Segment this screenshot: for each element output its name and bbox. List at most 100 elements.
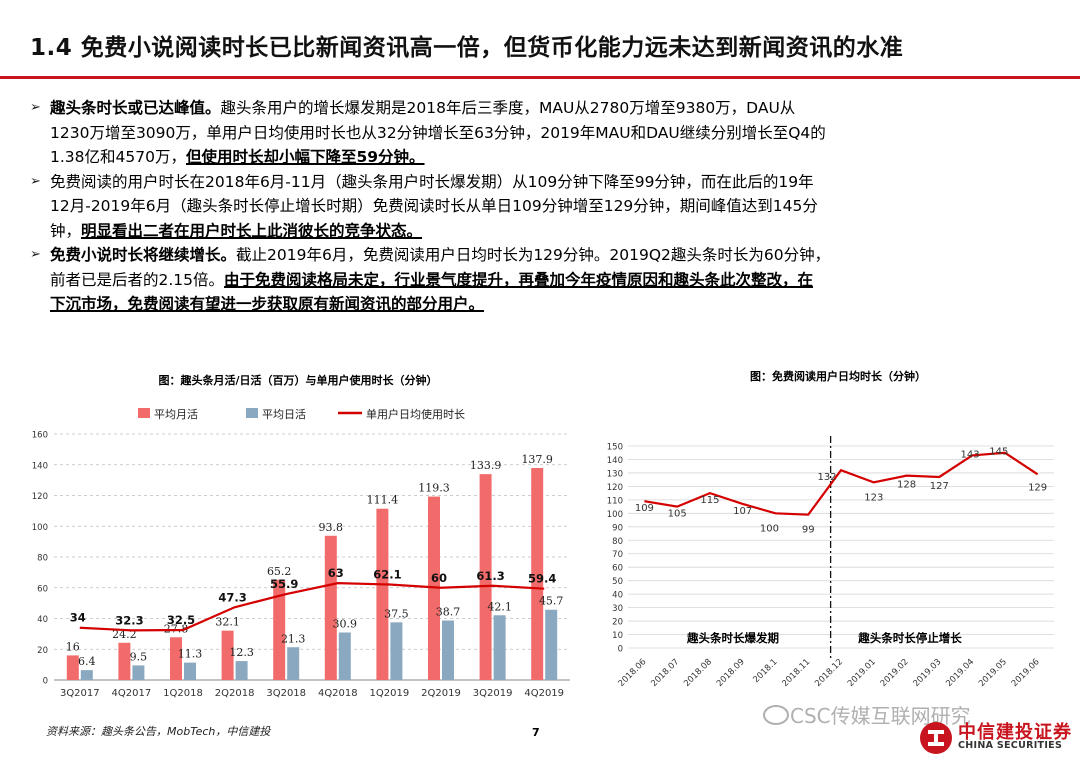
mau-bar — [66, 655, 79, 680]
csc-logo-icon — [920, 722, 952, 754]
duration-line — [644, 451, 1039, 516]
dau-bar — [287, 647, 300, 680]
quarterly-bar-line-chart: 图：趣头条月活/日活（百万）与单用户使用时长（分钟） 平均月活 平均日活 单用户日均使… — [32, 373, 570, 699]
dau-bar — [442, 620, 454, 680]
bullet-line: 下沉市场，免费阅读有望进一步获取原有新闻资讯的部分用户。 — [50, 292, 1058, 317]
daily-duration-line-chart: 图：免费阅读用户日均时长（分钟） 0 10 20 30 40 50 60 70 80 90 100 11… — [607, 369, 1054, 689]
dau-bar — [338, 632, 351, 680]
bullet-line: 免费小说时长将继续增长。截止2019年6月，免费阅读用户日均时长为129分钟。2… — [50, 243, 1058, 268]
point-value-label: 145 — [989, 447, 1008, 458]
y-tick-label: 80 — [37, 554, 48, 564]
duration-value-label: 34 — [70, 611, 86, 625]
x-tick-label: 2019.05 — [977, 657, 1009, 689]
dau-bar — [184, 662, 196, 680]
x-tick-label: 2018.12 — [813, 657, 845, 689]
x-tick-label: 2Q2018 — [215, 688, 255, 699]
bullet-item: ➢ 免费小说时长将继续增长。截止2019年6月，免费阅读用户日均时长为129分钟。… — [30, 243, 1058, 317]
x-tick-label: 2019.02 — [879, 657, 911, 689]
annotation-label: 趣头条时长爆发期 — [686, 631, 779, 645]
y-tick-label: 120 — [32, 492, 48, 502]
y-tick-label: 110 — [607, 496, 623, 506]
bullet-line: 1.38亿和4570万，但使用时长却小幅下降至59分钟。 — [50, 145, 1058, 170]
point-value-label: 100 — [760, 523, 779, 534]
duration-value-label: 32.3 — [115, 613, 143, 627]
point-value-label: 123 — [864, 492, 883, 503]
mau-value-label: 137.9 — [521, 453, 553, 466]
x-tick-label: 2019.01 — [846, 657, 878, 689]
bullet-text: 钟， — [50, 221, 82, 240]
bullet-item: ➢ 免费阅读的用户时长在2018年6月-11月（趣头条用户时长爆发期）从109分钟… — [30, 170, 1058, 244]
legend-label: 平均月活 — [154, 408, 198, 421]
legend-swatch — [138, 408, 150, 418]
dau-bar — [80, 670, 93, 680]
mau-bar — [170, 637, 182, 680]
y-tick-label: 60 — [37, 584, 48, 594]
mau-value-label: 27.8 — [164, 622, 189, 635]
x-tick-label: 4Q2018 — [318, 688, 358, 699]
point-value-label: 143 — [961, 449, 980, 460]
page-number: 7 — [532, 726, 540, 739]
x-tick-label: 4Q2017 — [112, 688, 152, 699]
mau-value-label: 32.1 — [215, 616, 240, 629]
point-value-label: 115 — [700, 495, 719, 506]
bullet-line: 钟，明显看出二者在用户时长上此消彼长的竞争状态。 — [50, 219, 1058, 244]
x-tick-label: 2018.11 — [780, 657, 812, 689]
x-tick-label: 2019.03 — [911, 657, 943, 689]
point-value-label: 105 — [668, 509, 687, 520]
bullet-list: ➢ 趣头条时长或已达峰值。趣头条用户的增长爆发期是2018年后三季度，MAU从27… — [30, 96, 1058, 317]
dau-bar — [493, 615, 506, 680]
bullet-text: 前者已是后者的2.15倍。 — [50, 270, 225, 289]
point-value-label: 99 — [802, 525, 815, 536]
y-tick-label: 120 — [607, 483, 623, 493]
dau-value-label: 37.5 — [384, 607, 409, 620]
duration-line — [79, 582, 545, 632]
y-tick-label: 80 — [612, 537, 623, 547]
x-tick-label: 1Q2019 — [370, 688, 410, 699]
x-tick-label: 2019.06 — [1010, 657, 1042, 689]
mau-value-label: 119.3 — [418, 482, 450, 495]
mau-value-label: 16 — [66, 640, 80, 653]
mau-value-label: 93.8 — [319, 521, 344, 534]
logo-en-text: CHINA SECURITIES — [958, 740, 1063, 751]
x-tick-label: 2018.09 — [715, 657, 747, 689]
y-tick-label: 60 — [612, 564, 623, 574]
x-tick-label: 2018.08 — [682, 657, 714, 689]
mau-bar — [376, 508, 389, 680]
dau-bar — [132, 665, 145, 680]
y-tick-label: 20 — [37, 646, 48, 656]
wechat-icon — [763, 705, 789, 725]
duration-value-label: 62.1 — [373, 568, 401, 582]
bullet-line: 免费阅读的用户时长在2018年6月-11月（趣头条用户时长爆发期）从109分钟下… — [50, 170, 1058, 195]
dau-value-label: 6.4 — [78, 655, 96, 668]
y-tick-label: 0 — [43, 677, 48, 687]
y-tick-label: 160 — [32, 431, 48, 441]
bullet-text: 12月-2019年6月（趣头条时长停止增长时期）免费阅读时长从单日109分钟增至… — [50, 197, 818, 215]
legend-label: 单用户日均使用时长 — [366, 407, 465, 421]
bullet-text: 趣头条用户的增长爆发期是2018年后三季度，MAU从2780万增至9380万，D… — [220, 99, 796, 117]
chart-title: 图：趣头条月活/日活（百万）与单用户使用时长（分钟） — [158, 373, 437, 387]
point-value-label: 132 — [817, 472, 836, 483]
mau-bar — [324, 535, 337, 680]
x-tick-label: 2018.1 — [751, 657, 779, 685]
mau-value-label: 111.4 — [367, 494, 399, 507]
point-value-label: 128 — [897, 480, 916, 491]
bullet-item: ➢ 趣头条时长或已达峰值。趣头条用户的增长爆发期是2018年后三季度，MAU从27… — [30, 96, 1058, 170]
arrow-bullet-icon: ➢ — [30, 100, 41, 115]
duration-value-label: 61.3 — [476, 569, 504, 583]
y-tick-label: 10 — [612, 631, 623, 641]
dau-bar — [390, 622, 403, 680]
mau-bar — [118, 642, 131, 680]
x-tick-label: 1Q2018 — [163, 688, 203, 699]
bullet-text: 由于免费阅读格局未定，行业景气度提升，再叠加今年疫情原因和趣头条此次整改，在 — [224, 270, 814, 289]
legend-label: 平均日活 — [262, 408, 306, 421]
mau-bar — [531, 467, 544, 680]
x-tick-label: 3Q2019 — [473, 688, 513, 699]
x-tick-label: 2018.07 — [649, 657, 681, 689]
bullet-text: 下沉市场，免费阅读有望进一步获取原有新闻资讯的部分用户。 — [50, 295, 485, 313]
y-tick-label: 130 — [607, 469, 623, 479]
dau-value-label: 42.1 — [487, 600, 512, 613]
bullet-text: 明显看出二者在用户时长上此消彼长的竞争状态。 — [81, 221, 423, 240]
y-tick-label: 50 — [612, 577, 623, 587]
y-tick-label: 0 — [618, 645, 623, 655]
mau-value-label: 133.9 — [470, 459, 502, 472]
